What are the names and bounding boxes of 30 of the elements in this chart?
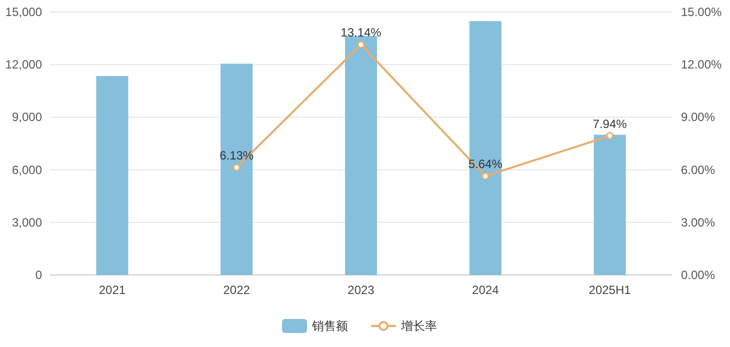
y2-tick-label: 6.00% [681,162,716,177]
x-tick-label: 2024 [472,283,500,297]
bar [220,64,253,275]
y-tick-label: 9,000 [12,110,42,124]
y2-tick-label: 9.00% [681,110,716,124]
bar [345,36,377,275]
data-label: 13.14% [340,26,382,40]
x-tick-label: 2023 [348,283,375,297]
y2-tick-label: 12.00% [681,58,722,72]
legend-label: 销售额 [311,319,348,333]
y-tick-label: 15,000 [5,5,42,19]
legend-label: 增长率 [400,319,437,333]
y-tick-label: 6,000 [12,162,42,177]
bar [594,134,626,275]
bar [469,21,502,275]
y-tick-label: 12,000 [5,58,42,72]
x-tick-label: 2022 [223,283,250,297]
point [357,40,365,48]
point [482,172,490,180]
point [606,132,614,140]
y-tick-label: 0 [35,268,42,282]
data-label: 7.94% [592,116,628,131]
bar [96,76,128,275]
y-tick-label: 3,000 [12,215,42,230]
x-tick-label: 2021 [98,283,126,297]
y2-tick-label: 3.00% [681,215,716,230]
point [232,164,240,172]
x-tick-label: 2025H1 [588,283,632,297]
y2-tick-label: 0.00% [681,268,716,282]
y2-tick-label: 15.00% [681,5,722,19]
